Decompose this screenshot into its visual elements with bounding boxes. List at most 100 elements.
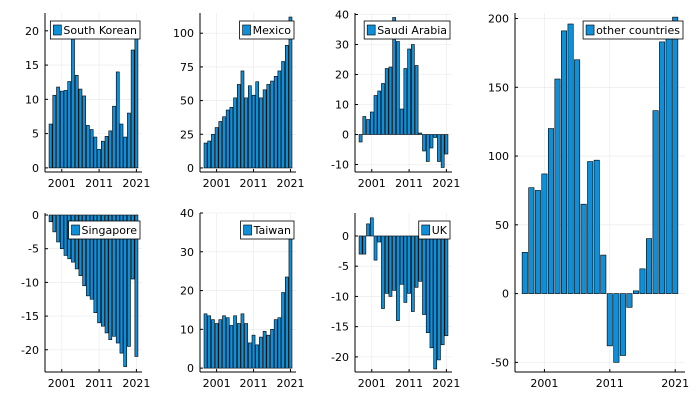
bar bbox=[288, 16, 293, 169]
bar bbox=[225, 317, 230, 369]
bar bbox=[273, 76, 278, 169]
bar bbox=[127, 112, 131, 169]
bar bbox=[381, 235, 385, 309]
x-tick-label: 2021 bbox=[122, 177, 150, 190]
bar bbox=[115, 71, 120, 169]
bar bbox=[541, 173, 548, 294]
y-tick-label: 0 bbox=[342, 230, 349, 243]
bar bbox=[270, 329, 274, 369]
bar bbox=[86, 214, 90, 297]
x-tick-label: 2021 bbox=[122, 377, 150, 390]
legend-swatch bbox=[421, 224, 431, 236]
bar bbox=[277, 70, 282, 169]
bar bbox=[74, 214, 79, 270]
bar bbox=[233, 315, 237, 369]
bar bbox=[547, 128, 554, 294]
bar bbox=[240, 70, 245, 169]
bar bbox=[127, 214, 131, 347]
bar bbox=[429, 134, 434, 149]
y-tick-label: 50 bbox=[180, 95, 194, 108]
bar bbox=[56, 214, 60, 243]
bar bbox=[358, 235, 363, 255]
y-tick-label: -10 bbox=[21, 276, 39, 289]
bar bbox=[403, 68, 408, 135]
bar bbox=[358, 134, 363, 143]
bar bbox=[97, 149, 101, 169]
x-tick-label: 2011 bbox=[240, 377, 268, 390]
bar bbox=[652, 110, 659, 294]
y-tick-label: 100 bbox=[173, 27, 194, 40]
bar bbox=[211, 133, 215, 169]
bar bbox=[284, 276, 289, 369]
legend-label: other countries bbox=[596, 24, 680, 37]
bar bbox=[262, 89, 267, 169]
bar bbox=[78, 88, 83, 169]
legend-label: UK bbox=[432, 224, 448, 237]
bar bbox=[115, 214, 120, 344]
bar bbox=[240, 313, 245, 369]
bar bbox=[255, 344, 260, 369]
y-tick-label: 15 bbox=[25, 59, 39, 72]
subplot-6: 2001 2011 2021 0 10 20 30 40 Taiwan bbox=[180, 207, 304, 390]
x-tick-label: 2011 bbox=[596, 377, 624, 390]
y-tick-label: 25 bbox=[180, 128, 194, 141]
bar bbox=[89, 129, 94, 169]
bar bbox=[104, 136, 109, 169]
bar bbox=[593, 159, 600, 294]
bar bbox=[574, 59, 581, 294]
bar bbox=[639, 268, 646, 294]
x-tick-label: 2001 bbox=[203, 377, 231, 390]
bar bbox=[119, 214, 124, 354]
bar bbox=[414, 235, 419, 288]
bar bbox=[425, 235, 430, 334]
bar bbox=[429, 235, 434, 349]
y-tick-label: 0 bbox=[502, 288, 509, 301]
bar bbox=[444, 134, 449, 155]
bar bbox=[580, 203, 587, 294]
bar bbox=[229, 325, 234, 369]
y-tick-label: -50 bbox=[491, 356, 509, 369]
bar bbox=[425, 134, 430, 162]
bar bbox=[407, 235, 411, 294]
y-tick-label: 30 bbox=[180, 246, 194, 259]
legend-box bbox=[239, 20, 295, 40]
legend: South Korean bbox=[49, 20, 141, 40]
bar bbox=[89, 214, 94, 300]
y-tick-label: 0 bbox=[342, 129, 349, 142]
bar bbox=[440, 235, 445, 346]
legend-box bbox=[68, 220, 141, 240]
bar bbox=[56, 86, 60, 169]
bar bbox=[211, 319, 215, 369]
bar bbox=[407, 48, 411, 135]
bar bbox=[422, 235, 426, 315]
legend-box bbox=[240, 220, 295, 240]
bar bbox=[606, 293, 613, 347]
bar bbox=[373, 235, 378, 261]
y-tick-label: 0 bbox=[187, 362, 194, 375]
bar bbox=[108, 130, 113, 169]
bar bbox=[67, 81, 72, 169]
bar bbox=[214, 323, 219, 369]
legend: other countries bbox=[582, 20, 684, 40]
bar bbox=[236, 84, 241, 169]
y-tick-label: -10 bbox=[331, 290, 349, 303]
bar bbox=[528, 187, 535, 294]
bar bbox=[433, 134, 438, 138]
bar bbox=[233, 97, 237, 169]
bar bbox=[112, 214, 116, 337]
bar bbox=[377, 235, 382, 243]
x-tick-label: 2011 bbox=[240, 177, 268, 190]
bar bbox=[534, 190, 541, 294]
y-tick-label: -15 bbox=[331, 321, 349, 334]
y-tick-label: 5 bbox=[32, 128, 39, 141]
bar bbox=[207, 315, 212, 369]
bar bbox=[284, 45, 289, 169]
bar bbox=[48, 123, 53, 169]
bar bbox=[422, 134, 426, 152]
bar bbox=[82, 214, 86, 287]
legend-label: Singapore bbox=[82, 224, 138, 237]
y-tick-label: 200 bbox=[488, 13, 509, 26]
bar bbox=[396, 41, 400, 135]
bar bbox=[123, 214, 128, 367]
